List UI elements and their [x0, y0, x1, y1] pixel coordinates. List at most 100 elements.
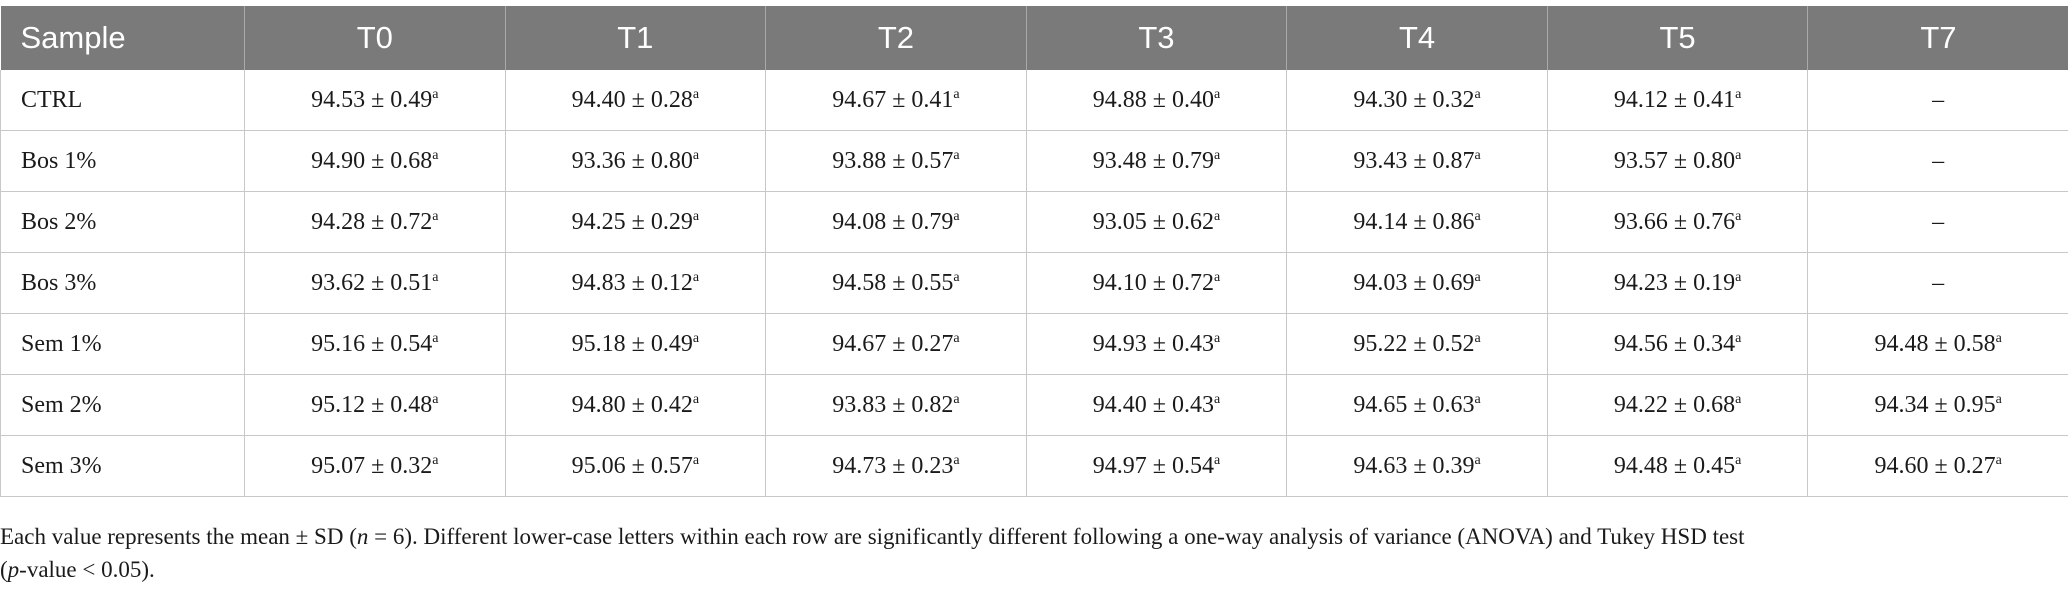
- value-cell: 93.05 ± 0.62a: [1025, 191, 1287, 253]
- value-cell: –: [1807, 70, 2068, 131]
- value-text: 94.34 ± 0.95: [1874, 391, 1996, 418]
- significance-letter: a: [1735, 269, 1742, 285]
- value-text: 95.16 ± 0.54: [311, 330, 433, 357]
- value-text: 94.40 ± 0.43: [1092, 391, 1214, 418]
- value-text: 94.73 ± 0.23: [832, 452, 954, 479]
- value-text: 94.12 ± 0.41: [1613, 86, 1736, 113]
- value-cell: 93.36 ± 0.80a: [504, 130, 766, 192]
- value-text: 94.40 ± 0.28: [571, 86, 693, 113]
- data-table: Sample T0 T1 T2 T3 T4 T5 T7 CTRL 94.53 ± …: [0, 6, 2068, 497]
- significance-letter: a: [692, 330, 700, 346]
- significance-letter: a: [432, 147, 439, 163]
- significance-letter: a: [692, 452, 700, 468]
- column-header-t1: T1: [504, 6, 766, 70]
- value-text: 94.22 ± 0.68: [1613, 391, 1736, 418]
- table-row: Bos 2% 94.28 ± 0.72a 94.25 ± 0.29a 94.08 ± …: [0, 191, 2068, 253]
- significance-letter: a: [1213, 452, 1221, 468]
- sample-cell: Bos 3%: [0, 252, 245, 314]
- significance-letter: a: [1213, 147, 1221, 163]
- value-cell: 94.48 ± 0.58a: [1807, 313, 2068, 375]
- value-text: 94.63 ± 0.39: [1353, 452, 1475, 479]
- value-cell: 94.23 ± 0.19a: [1546, 252, 1808, 314]
- value-text: 93.62 ± 0.51: [311, 269, 433, 296]
- value-cell: 94.93 ± 0.43a: [1025, 313, 1287, 375]
- value-cell: 94.12 ± 0.41a: [1546, 70, 1808, 131]
- significance-letter: a: [1474, 86, 1481, 102]
- table-header-row: Sample T0 T1 T2 T3 T4 T5 T7: [0, 6, 2068, 70]
- value-text: 95.18 ± 0.49: [571, 330, 693, 357]
- value-text: 93.05 ± 0.62: [1092, 208, 1214, 235]
- significance-letter: a: [432, 330, 439, 346]
- value-text: 93.88 ± 0.57: [832, 147, 954, 174]
- value-text: 94.88 ± 0.40: [1092, 86, 1214, 113]
- significance-letter: a: [1213, 269, 1221, 285]
- significance-letter: a: [1474, 330, 1481, 346]
- significance-letter: a: [1213, 86, 1221, 102]
- significance-letter: a: [432, 269, 439, 285]
- significance-letter: a: [432, 391, 439, 407]
- value-cell: 94.97 ± 0.54a: [1025, 435, 1287, 497]
- value-text: 93.36 ± 0.80: [571, 147, 693, 174]
- value-text: 95.06 ± 0.57: [571, 452, 693, 479]
- value-cell: 94.73 ± 0.23a: [765, 435, 1027, 497]
- footnote-text-2: = 6). Different lower-case letters withi…: [368, 524, 1745, 549]
- significance-letter: a: [1735, 330, 1742, 346]
- table-body: CTRL 94.53 ± 0.49a 94.40 ± 0.28a 94.67 ± 0.…: [0, 70, 2068, 497]
- significance-letter: a: [953, 208, 960, 224]
- value-cell: 94.34 ± 0.95a: [1807, 374, 2068, 436]
- significance-letter: a: [953, 452, 960, 468]
- significance-letter: a: [1474, 147, 1481, 163]
- value-cell: 94.25 ± 0.29a: [504, 191, 766, 253]
- value-cell: 94.60 ± 0.27a: [1807, 435, 2068, 497]
- value-cell: 94.83 ± 0.12a: [504, 252, 766, 314]
- table-row: Sem 1% 95.16 ± 0.54a 95.18 ± 0.49a 94.67 ± …: [0, 313, 2068, 375]
- value-text: 94.08 ± 0.79: [832, 208, 954, 235]
- value-cell: 94.53 ± 0.49a: [244, 70, 506, 131]
- significance-letter: a: [1995, 330, 2002, 346]
- sample-cell: Bos 1%: [0, 130, 245, 192]
- value-cell: 95.12 ± 0.48a: [244, 374, 506, 436]
- value-text: 94.93 ± 0.43: [1092, 330, 1214, 357]
- sample-cell: Sem 1%: [0, 313, 245, 375]
- footnote-p-rest: -value < 0.05).: [19, 557, 155, 582]
- sample-cell: Sem 3%: [0, 435, 245, 497]
- value-text: 94.58 ± 0.55: [832, 269, 954, 296]
- value-text: 94.48 ± 0.45: [1613, 452, 1736, 479]
- value-cell: 95.07 ± 0.32a: [244, 435, 506, 497]
- footnote-text-1: Each value represents the mean ± SD (: [0, 524, 357, 549]
- significance-letter: a: [432, 86, 439, 102]
- significance-letter: a: [1735, 391, 1742, 407]
- significance-letter: a: [1995, 452, 2002, 468]
- value-cell: 94.90 ± 0.68a: [244, 130, 506, 192]
- significance-letter: a: [1213, 391, 1221, 407]
- value-cell: 94.56 ± 0.34a: [1546, 313, 1808, 375]
- value-cell: 94.03 ± 0.69a: [1286, 252, 1548, 314]
- footnote-p-var: p: [7, 557, 20, 582]
- significance-letter: a: [692, 86, 700, 102]
- value-cell: 93.66 ± 0.76a: [1546, 191, 1808, 253]
- value-cell: 93.43 ± 0.87a: [1286, 130, 1548, 192]
- table-row: CTRL 94.53 ± 0.49a 94.40 ± 0.28a 94.67 ± 0.…: [0, 70, 2068, 131]
- significance-letter: a: [1474, 208, 1481, 224]
- significance-letter: a: [1474, 391, 1481, 407]
- value-text: 95.22 ± 0.52: [1353, 330, 1475, 357]
- value-cell: 94.65 ± 0.63a: [1286, 374, 1548, 436]
- value-text: 94.48 ± 0.58: [1874, 330, 1996, 357]
- column-header-t5: T5: [1546, 6, 1808, 70]
- value-cell: 94.28 ± 0.72a: [244, 191, 506, 253]
- value-text: –: [1932, 208, 1945, 235]
- value-text: 94.80 ± 0.42: [571, 391, 693, 418]
- data-table-container: Sample T0 T1 T2 T3 T4 T5 T7 CTRL 94.53 ± …: [0, 6, 2068, 497]
- value-text: 94.28 ± 0.72: [311, 208, 433, 235]
- value-cell: 93.48 ± 0.79a: [1025, 130, 1287, 192]
- column-header-t7: T7: [1807, 6, 2068, 70]
- significance-letter: a: [953, 269, 960, 285]
- value-text: 94.56 ± 0.34: [1613, 330, 1736, 357]
- value-cell: 95.06 ± 0.57a: [504, 435, 766, 497]
- value-cell: 94.30 ± 0.32a: [1286, 70, 1548, 131]
- significance-letter: a: [692, 269, 700, 285]
- significance-letter: a: [692, 147, 700, 163]
- significance-letter: a: [432, 452, 439, 468]
- value-cell: 94.67 ± 0.27a: [765, 313, 1027, 375]
- value-text: 94.14 ± 0.86: [1353, 208, 1475, 235]
